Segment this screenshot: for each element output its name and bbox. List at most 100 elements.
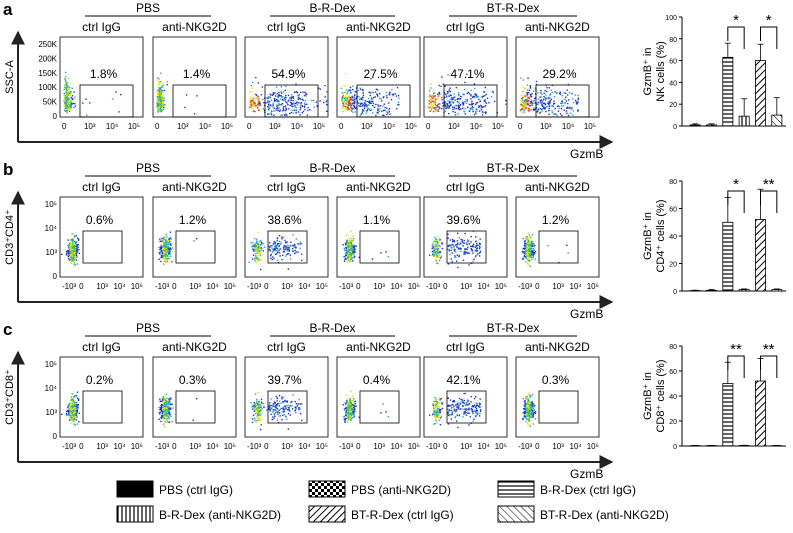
event-dot <box>272 403 274 405</box>
event-dot <box>349 242 351 244</box>
event-dot <box>548 104 551 106</box>
event-dot <box>294 401 296 403</box>
event-dot <box>435 412 438 414</box>
event-dot <box>434 236 436 239</box>
event-dot <box>457 108 460 110</box>
event-dot <box>274 247 276 249</box>
event-dot <box>444 100 446 103</box>
event-dot <box>72 257 74 259</box>
event-dot <box>299 108 301 111</box>
event-dot <box>162 257 164 259</box>
event-dot <box>343 91 345 94</box>
event-dot <box>347 258 349 260</box>
event-dot <box>523 110 525 112</box>
event-dot <box>296 101 298 103</box>
event-dot <box>256 107 259 109</box>
event-dot <box>568 92 571 94</box>
event-dot <box>67 85 69 87</box>
event-dot <box>249 91 251 93</box>
event-dot <box>66 112 68 114</box>
event-dot <box>166 81 169 83</box>
event-dot <box>392 94 394 97</box>
event-dot <box>389 113 391 115</box>
event-dot <box>251 406 253 408</box>
event-dot <box>158 246 160 248</box>
event-dot <box>273 418 275 420</box>
event-dot <box>525 103 527 105</box>
event-dot <box>252 254 255 256</box>
scatter-cloud <box>158 393 198 428</box>
event-dot <box>257 403 259 405</box>
event-dot <box>432 98 434 100</box>
x-tick-label: 10⁵ <box>224 282 236 291</box>
event-dot <box>271 94 274 96</box>
event-dot <box>278 104 280 106</box>
event-dot <box>67 105 70 107</box>
event-dot <box>75 242 78 244</box>
event-dot <box>464 113 466 115</box>
event-dot <box>67 239 69 241</box>
event-dot <box>184 106 186 109</box>
event-dot <box>466 92 468 95</box>
event-dot <box>431 103 433 106</box>
event-dot <box>369 94 371 97</box>
event-dot <box>465 98 467 101</box>
event-dot <box>276 237 279 239</box>
event-dot <box>254 248 256 250</box>
x-tick-label: 10⁴ <box>207 282 220 291</box>
x-tick-label: 0 <box>426 122 431 131</box>
event-dot <box>522 104 524 107</box>
event-dot <box>438 239 440 242</box>
event-dot <box>522 258 524 260</box>
event-dot <box>347 108 349 110</box>
event-dot <box>522 418 524 420</box>
event-dot <box>298 408 300 411</box>
event-dot <box>525 417 527 420</box>
event-dot <box>448 107 450 109</box>
event-dot <box>372 91 374 94</box>
event-dot <box>345 247 347 249</box>
event-dot <box>479 406 482 408</box>
event-dot <box>293 91 296 93</box>
event-dot <box>281 407 283 410</box>
event-dot <box>160 86 163 88</box>
event-dot <box>353 408 356 411</box>
event-dot <box>372 105 374 107</box>
event-dot <box>478 252 480 254</box>
event-dot <box>458 94 460 96</box>
event-dot <box>449 399 452 401</box>
event-dot <box>346 259 348 261</box>
event-dot <box>451 261 453 263</box>
event-dot <box>526 252 528 254</box>
event-dot <box>542 105 545 107</box>
event-dot <box>253 101 255 104</box>
x-tick-label: -10³ <box>155 282 170 291</box>
event-dot <box>523 111 525 114</box>
event-dot <box>71 408 73 411</box>
event-dot <box>475 247 478 250</box>
event-dot <box>162 255 164 257</box>
event-dot <box>257 82 259 84</box>
event-dot <box>66 107 68 110</box>
event-dot <box>455 107 458 110</box>
event-dot <box>162 249 165 251</box>
event-dot <box>255 408 258 410</box>
event-dot <box>77 239 80 241</box>
event-dot <box>282 414 284 417</box>
event-dot <box>436 422 438 424</box>
event-dot <box>456 404 458 406</box>
event-dot <box>484 86 486 89</box>
event-dot <box>441 403 444 405</box>
event-dot <box>158 101 160 104</box>
x-tick-label: 10⁴ <box>299 442 312 451</box>
event-dot <box>450 404 453 406</box>
event-dot <box>168 248 170 250</box>
x-tick-label: 0 <box>172 442 177 451</box>
event-dot <box>273 114 275 116</box>
event-dot <box>66 93 68 95</box>
event-dot <box>270 99 273 101</box>
event-dot <box>398 97 400 99</box>
event-dot <box>522 91 524 93</box>
event-dot <box>66 105 68 107</box>
event-dot <box>256 103 259 106</box>
